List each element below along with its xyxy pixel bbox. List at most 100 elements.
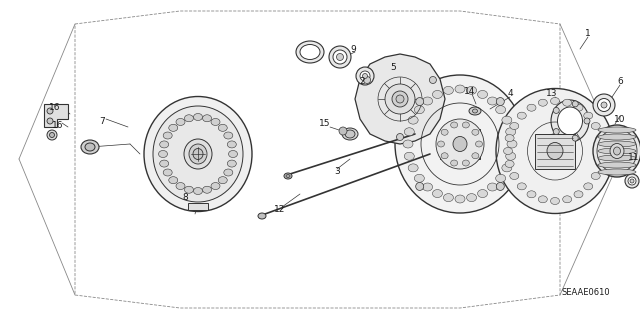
Ellipse shape [414, 106, 424, 114]
Ellipse shape [160, 160, 169, 167]
Ellipse shape [506, 152, 516, 160]
Ellipse shape [598, 99, 611, 112]
Ellipse shape [472, 153, 479, 159]
Ellipse shape [153, 106, 243, 202]
Circle shape [584, 118, 590, 124]
Text: 11: 11 [628, 152, 640, 161]
Circle shape [47, 108, 53, 114]
Circle shape [397, 133, 403, 140]
Circle shape [416, 98, 424, 106]
Ellipse shape [362, 73, 367, 78]
Ellipse shape [436, 119, 484, 169]
Ellipse shape [404, 152, 414, 160]
Ellipse shape [360, 71, 370, 81]
Ellipse shape [598, 147, 607, 154]
Ellipse shape [159, 151, 168, 158]
Ellipse shape [510, 173, 519, 180]
Ellipse shape [296, 41, 324, 63]
Ellipse shape [404, 128, 414, 136]
Ellipse shape [433, 189, 442, 197]
Circle shape [339, 127, 347, 135]
Text: SEAAE0610: SEAAE0610 [561, 288, 610, 297]
Ellipse shape [550, 197, 559, 204]
Ellipse shape [438, 141, 445, 147]
Ellipse shape [510, 122, 519, 130]
Ellipse shape [441, 129, 448, 135]
Text: 9: 9 [350, 44, 356, 54]
Ellipse shape [598, 169, 636, 175]
Circle shape [429, 77, 436, 84]
Ellipse shape [495, 174, 506, 182]
Ellipse shape [593, 94, 615, 116]
Ellipse shape [211, 182, 220, 189]
Circle shape [47, 118, 53, 124]
Text: 3: 3 [334, 167, 340, 176]
Ellipse shape [598, 148, 636, 154]
Text: 16: 16 [49, 102, 61, 112]
Polygon shape [188, 203, 208, 210]
Circle shape [553, 108, 559, 114]
Ellipse shape [477, 189, 488, 197]
Ellipse shape [496, 88, 614, 213]
Circle shape [496, 182, 504, 190]
Circle shape [364, 77, 371, 84]
Ellipse shape [495, 106, 506, 114]
Circle shape [553, 129, 559, 135]
Text: 1: 1 [585, 28, 591, 38]
Ellipse shape [467, 194, 477, 202]
Ellipse shape [538, 99, 547, 106]
Ellipse shape [596, 135, 605, 142]
Ellipse shape [193, 114, 202, 121]
Ellipse shape [507, 140, 517, 148]
Ellipse shape [517, 183, 526, 190]
Text: 4: 4 [507, 90, 513, 99]
Ellipse shape [144, 97, 252, 211]
Ellipse shape [160, 141, 169, 148]
Ellipse shape [574, 104, 583, 111]
Ellipse shape [218, 177, 227, 184]
Ellipse shape [584, 183, 593, 190]
Text: 14: 14 [464, 86, 476, 95]
Ellipse shape [169, 124, 178, 131]
Ellipse shape [601, 102, 607, 108]
Ellipse shape [163, 169, 172, 176]
Ellipse shape [625, 174, 639, 188]
Ellipse shape [228, 151, 237, 158]
Ellipse shape [408, 116, 418, 124]
Ellipse shape [598, 141, 636, 147]
Ellipse shape [614, 147, 621, 155]
Ellipse shape [630, 179, 634, 183]
Ellipse shape [547, 143, 563, 160]
Ellipse shape [451, 122, 458, 128]
Ellipse shape [286, 174, 290, 177]
Circle shape [496, 98, 504, 106]
Circle shape [416, 182, 424, 190]
Ellipse shape [193, 188, 202, 195]
Ellipse shape [47, 130, 57, 140]
Ellipse shape [462, 160, 469, 166]
Ellipse shape [85, 143, 95, 151]
Ellipse shape [557, 107, 582, 135]
Ellipse shape [502, 116, 512, 124]
Ellipse shape [596, 160, 605, 167]
Ellipse shape [472, 129, 479, 135]
Circle shape [572, 101, 579, 107]
Ellipse shape [584, 112, 593, 119]
Text: 7: 7 [99, 117, 105, 127]
Text: 2: 2 [359, 77, 365, 85]
Ellipse shape [593, 125, 640, 177]
Ellipse shape [342, 128, 358, 140]
Ellipse shape [184, 139, 212, 169]
Ellipse shape [598, 127, 636, 133]
Ellipse shape [392, 91, 408, 107]
Ellipse shape [462, 122, 469, 128]
Text: 16: 16 [52, 122, 64, 130]
Text: 8: 8 [182, 192, 188, 202]
Ellipse shape [422, 97, 433, 105]
Ellipse shape [345, 130, 355, 138]
Ellipse shape [444, 194, 453, 202]
Ellipse shape [218, 124, 227, 131]
Ellipse shape [433, 91, 442, 99]
Ellipse shape [189, 144, 207, 164]
Ellipse shape [395, 75, 525, 213]
